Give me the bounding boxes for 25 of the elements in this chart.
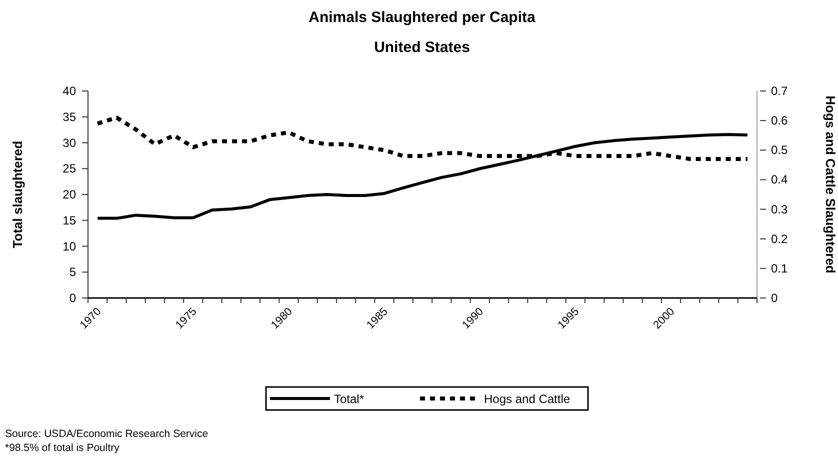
y-tick-label: 0 xyxy=(69,291,76,305)
y-tick-label: 20 xyxy=(62,188,76,202)
y-tick-label: 40 xyxy=(62,84,76,98)
y2-tick-label: 0.6 xyxy=(771,114,788,128)
y-tick-label: 5 xyxy=(69,265,76,280)
y2-axis-title: Hogs and Cattle Slaughtered xyxy=(823,96,838,274)
y2-tick-label: 0.4 xyxy=(771,172,788,187)
y-tick-label: 30 xyxy=(62,136,76,150)
y-tick-label: 10 xyxy=(62,239,76,254)
y2-tick-label: 0.1 xyxy=(771,261,788,276)
y2-tick-label: 0.7 xyxy=(771,84,788,98)
y2-tick-label: 0 xyxy=(771,291,778,305)
y-tick-label: 25 xyxy=(62,162,76,176)
y-tick-label: 15 xyxy=(62,213,76,228)
chart-title: Animals Slaughtered per Capita xyxy=(308,9,536,26)
text: *98.5% of total is Poultry xyxy=(5,442,120,454)
y2-tick-label: 0.5 xyxy=(771,143,788,158)
y2-tick-label: 0.2 xyxy=(771,232,788,246)
source-note: Source: USDA/Economic Research Service xyxy=(5,428,208,440)
y-tick-label: 35 xyxy=(62,110,76,124)
legend-label: Total* xyxy=(334,392,364,406)
chart-subtitle: United States xyxy=(374,39,470,56)
y-axis-title: Total slaughtered xyxy=(10,140,25,248)
y2-tick-label: 0.3 xyxy=(771,202,788,216)
legend-label: Hogs and Cattle xyxy=(484,392,570,406)
